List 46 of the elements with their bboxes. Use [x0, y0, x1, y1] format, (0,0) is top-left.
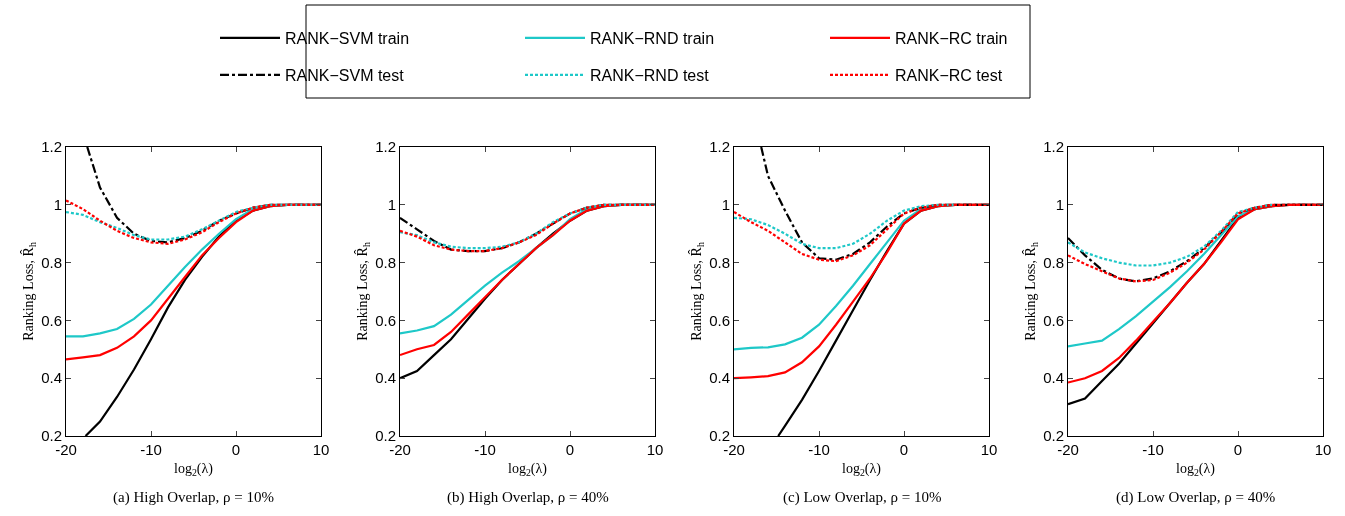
x-tick-label: 0 [899, 441, 909, 458]
text: (d) Low Overlap, ρ = 40% [1116, 489, 1276, 506]
y-tick-label: 1.2 [375, 138, 396, 156]
x-tick-label: 0 [1233, 441, 1243, 458]
x-tick-label: -10 [1142, 441, 1164, 458]
y-tick-label: 0.8 [375, 253, 396, 271]
text: (a) High Overlap, ρ = 10% [113, 489, 274, 506]
y-tick-label: 0.6 [41, 311, 62, 329]
y-tick-label: 0.6 [375, 311, 396, 329]
x-tick-label: 10 [646, 441, 664, 458]
x-tick-label: -10 [474, 441, 496, 458]
x-tick-label: -10 [140, 441, 162, 458]
y-tick-label: 0.4 [709, 369, 730, 387]
legend-label: RANK−RC test [895, 67, 1003, 85]
text: (c) Low Overlap, ρ = 10% [783, 489, 942, 506]
y-tick-label: 1.2 [1043, 138, 1064, 156]
legend-label: RANK−RND test [590, 67, 710, 85]
y-tick-label: 0.4 [41, 369, 62, 387]
legend-label: RANK−SVM train [285, 30, 410, 48]
legend-label: RANK−RND train [590, 30, 715, 48]
y-tick-label: 1 [53, 196, 62, 214]
x-tick-label: 10 [980, 441, 998, 458]
x-tick-label: 10 [1314, 441, 1332, 458]
y-tick-label: 0.6 [1043, 311, 1064, 329]
x-axis-title: log$_{2}$(λ) [1176, 461, 1216, 479]
y-tick-label: 0.6 [709, 311, 730, 329]
x-axis-title: log$_{2}$(λ) [508, 461, 548, 479]
x-tick-label: 0 [565, 441, 575, 458]
x-tick-label: -10 [808, 441, 830, 458]
y-tick-label: 1.2 [41, 138, 62, 156]
y-tick-label: 1.2 [709, 138, 730, 156]
y-tick-label: 1 [1055, 196, 1064, 214]
x-axis-title: log$_{2}$(λ) [842, 461, 882, 479]
y-tick-label: 0.4 [1043, 369, 1064, 387]
y-tick-label: 1 [721, 196, 730, 214]
x-tick-label: 10 [312, 441, 330, 458]
y-tick-label: 0.8 [709, 253, 730, 271]
legend-label: RANK−SVM test [285, 67, 405, 85]
text: (b) High Overlap, ρ = 40% [447, 489, 609, 506]
y-tick-label: 0.8 [41, 253, 62, 271]
x-tick-label: 0 [231, 441, 241, 458]
x-axis-title: log$_{2}$(λ) [174, 461, 214, 479]
legend-label: RANK−RC train [895, 30, 1008, 48]
y-tick-label: 1 [387, 196, 396, 214]
y-tick-label: 0.4 [375, 369, 396, 387]
y-tick-label: 0.8 [1043, 253, 1064, 271]
